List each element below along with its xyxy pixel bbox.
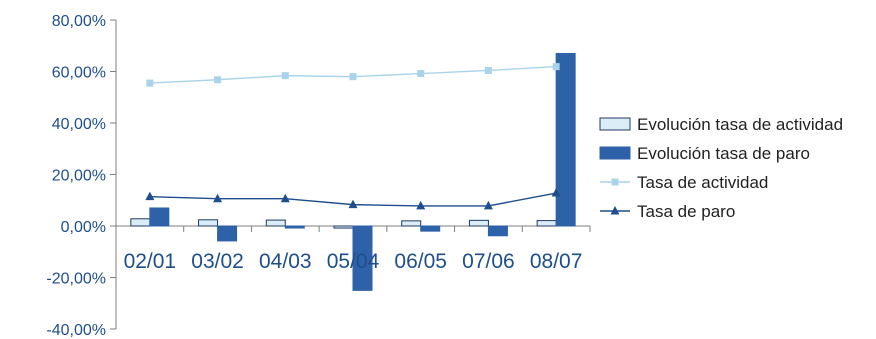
bar-paro-evolution: [284, 225, 305, 229]
legend-label: Tasa de actividad: [637, 173, 768, 192]
legend-label: Tasa de paro: [637, 202, 735, 221]
bar-paro-evolution: [149, 207, 170, 227]
marker-tasa-paro: [280, 193, 290, 203]
x-tick-label: 02/01: [124, 250, 177, 273]
bar-paro-evolution: [217, 225, 238, 242]
lines: [145, 63, 561, 210]
bar-paro-evolution: [487, 225, 508, 237]
marker-tasa-actividad: [552, 63, 560, 71]
marker-tasa-actividad: [214, 76, 222, 84]
legend-label: Evolución tasa de paro: [637, 144, 810, 163]
legend-label: Evolución tasa de actividad: [637, 115, 843, 134]
marker-tasa-paro: [483, 200, 493, 210]
y-tick-label: 80,00%: [52, 13, 106, 30]
legend-marker: [611, 178, 619, 186]
x-tick-labels: 02/01 03/02 04/03 05/04 06/05 07/06 08/07: [124, 250, 583, 273]
y-tick-label: 40,00%: [52, 116, 106, 133]
bars: [130, 52, 576, 291]
legend-marker: [610, 206, 620, 215]
x-tick-label: 04/03: [259, 250, 312, 273]
bar-actividad-evolution: [468, 219, 489, 227]
legend-swatch: [599, 146, 631, 160]
legend: Evolución tasa de actividad Evolución tas…: [599, 115, 843, 221]
bar-actividad-evolution: [536, 220, 557, 227]
marker-tasa-paro: [551, 188, 561, 197]
marker-tasa-paro: [416, 200, 426, 210]
bar-actividad-evolution: [130, 218, 151, 227]
y-tick-label: 0,00%: [61, 219, 106, 236]
x-tick-label: 08/07: [530, 250, 583, 273]
marker-tasa-actividad: [484, 66, 492, 74]
marker-tasa-actividad: [146, 79, 154, 87]
x-tick-label: 06/05: [394, 250, 447, 273]
legend-swatch: [599, 117, 631, 131]
y-axis: 80,00% 60,00% 40,00% 20,00% 0,00% -20,00% -40,…: [46, 13, 117, 339]
y-tick-label: 60,00%: [52, 65, 106, 82]
bar-paro-evolution: [352, 225, 373, 291]
bar-actividad-evolution: [333, 225, 354, 229]
y-tick-label: -40,00%: [46, 322, 106, 339]
bar-paro-evolution: [420, 225, 441, 232]
marker-tasa-actividad: [281, 72, 289, 80]
marker-tasa-paro: [145, 191, 155, 201]
x-tick-label: 05/04: [327, 250, 380, 273]
y-tick-label: -20,00%: [46, 271, 106, 288]
y-tick-label: 20,00%: [52, 168, 106, 185]
bar-actividad-evolution: [401, 220, 422, 227]
bar-actividad-evolution: [265, 219, 286, 227]
bar-actividad-evolution: [198, 219, 219, 227]
marker-tasa-actividad: [349, 73, 357, 81]
marker-tasa-actividad: [417, 70, 425, 78]
bar-paro-evolution: [555, 52, 576, 227]
marker-tasa-paro: [348, 199, 358, 209]
x-tick-label: 07/06: [462, 250, 515, 273]
marker-tasa-paro: [213, 193, 223, 203]
x-tick-label: 03/02: [191, 250, 244, 273]
